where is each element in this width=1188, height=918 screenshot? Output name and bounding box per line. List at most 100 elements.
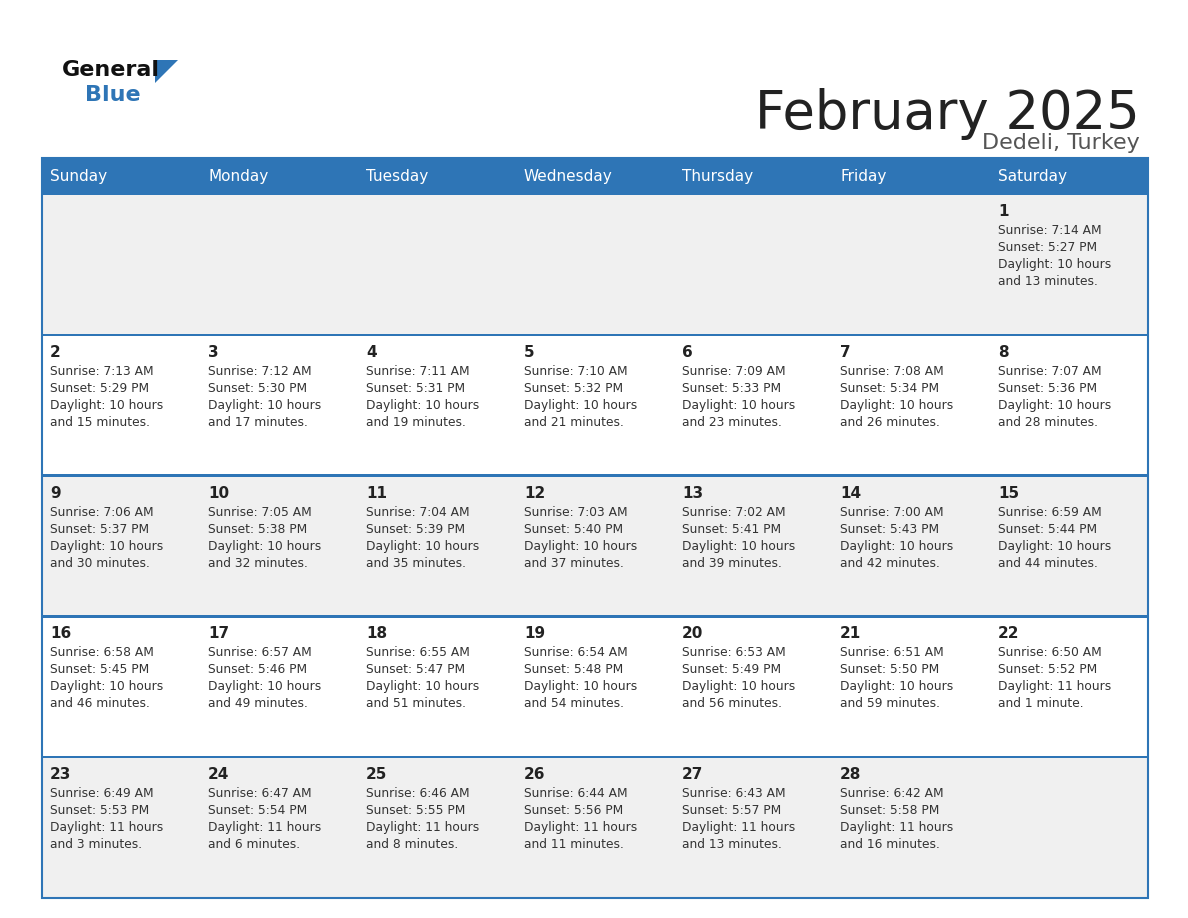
Text: Daylight: 11 hours: Daylight: 11 hours: [998, 680, 1111, 693]
Text: 2: 2: [50, 345, 61, 360]
Text: and 49 minutes.: and 49 minutes.: [208, 698, 308, 711]
Text: Sunrise: 7:05 AM: Sunrise: 7:05 AM: [208, 506, 311, 519]
Text: 27: 27: [682, 767, 703, 782]
Text: Daylight: 10 hours: Daylight: 10 hours: [998, 540, 1111, 553]
Text: 21: 21: [840, 626, 861, 642]
Text: Daylight: 10 hours: Daylight: 10 hours: [524, 540, 637, 553]
Text: Daylight: 10 hours: Daylight: 10 hours: [50, 398, 163, 412]
Text: Daylight: 10 hours: Daylight: 10 hours: [682, 680, 795, 693]
Text: General: General: [62, 60, 160, 80]
Bar: [42, 616, 1148, 757]
Text: Daylight: 10 hours: Daylight: 10 hours: [208, 540, 321, 553]
Text: Sunrise: 7:11 AM: Sunrise: 7:11 AM: [366, 364, 469, 378]
Text: Sunrise: 7:14 AM: Sunrise: 7:14 AM: [998, 224, 1101, 237]
Text: and 23 minutes.: and 23 minutes.: [682, 416, 782, 429]
Text: 18: 18: [366, 626, 387, 642]
Bar: [516, 158, 674, 194]
Text: Sunset: 5:43 PM: Sunset: 5:43 PM: [840, 522, 940, 535]
Text: Daylight: 11 hours: Daylight: 11 hours: [50, 822, 163, 834]
Text: and 42 minutes.: and 42 minutes.: [840, 556, 940, 569]
Text: 8: 8: [998, 345, 1009, 360]
Text: Sunset: 5:33 PM: Sunset: 5:33 PM: [682, 382, 782, 395]
Text: and 46 minutes.: and 46 minutes.: [50, 698, 150, 711]
Text: and 54 minutes.: and 54 minutes.: [524, 698, 624, 711]
Text: Daylight: 10 hours: Daylight: 10 hours: [50, 680, 163, 693]
Text: 9: 9: [50, 486, 61, 500]
Text: Sunset: 5:47 PM: Sunset: 5:47 PM: [366, 664, 466, 677]
Text: Sunset: 5:37 PM: Sunset: 5:37 PM: [50, 522, 150, 535]
Bar: [42, 333, 1148, 336]
Text: Sunset: 5:54 PM: Sunset: 5:54 PM: [208, 804, 308, 817]
Text: and 39 minutes.: and 39 minutes.: [682, 556, 782, 569]
Text: Daylight: 10 hours: Daylight: 10 hours: [524, 680, 637, 693]
Text: Blue: Blue: [86, 85, 140, 105]
Text: Sunset: 5:56 PM: Sunset: 5:56 PM: [524, 804, 624, 817]
Text: Daylight: 10 hours: Daylight: 10 hours: [840, 540, 953, 553]
Bar: [42, 194, 1148, 335]
Text: Sunrise: 6:46 AM: Sunrise: 6:46 AM: [366, 788, 469, 800]
Text: Daylight: 10 hours: Daylight: 10 hours: [208, 398, 321, 412]
Bar: [42, 158, 200, 194]
Text: Sunrise: 6:44 AM: Sunrise: 6:44 AM: [524, 788, 627, 800]
Text: and 56 minutes.: and 56 minutes.: [682, 698, 782, 711]
Text: 11: 11: [366, 486, 387, 500]
Text: 7: 7: [840, 345, 851, 360]
Text: Sunset: 5:31 PM: Sunset: 5:31 PM: [366, 382, 466, 395]
Text: Sunset: 5:34 PM: Sunset: 5:34 PM: [840, 382, 940, 395]
Text: Sunrise: 6:43 AM: Sunrise: 6:43 AM: [682, 788, 785, 800]
Text: and 51 minutes.: and 51 minutes.: [366, 698, 466, 711]
Text: Sunset: 5:58 PM: Sunset: 5:58 PM: [840, 804, 940, 817]
Text: Friday: Friday: [840, 169, 886, 184]
Bar: [42, 756, 1148, 758]
Text: Sunrise: 6:58 AM: Sunrise: 6:58 AM: [50, 646, 154, 659]
Text: 20: 20: [682, 626, 703, 642]
Text: Daylight: 10 hours: Daylight: 10 hours: [524, 398, 637, 412]
Text: Daylight: 10 hours: Daylight: 10 hours: [840, 398, 953, 412]
Bar: [42, 335, 1148, 476]
Text: Tuesday: Tuesday: [366, 169, 428, 184]
Text: and 13 minutes.: and 13 minutes.: [998, 275, 1098, 288]
Text: Sunset: 5:41 PM: Sunset: 5:41 PM: [682, 522, 782, 535]
Text: Daylight: 10 hours: Daylight: 10 hours: [998, 258, 1111, 271]
Bar: [42, 475, 1148, 476]
Polygon shape: [154, 60, 178, 83]
Text: 14: 14: [840, 486, 861, 500]
Text: 6: 6: [682, 345, 693, 360]
Text: Sunset: 5:53 PM: Sunset: 5:53 PM: [50, 804, 150, 817]
Text: and 8 minutes.: and 8 minutes.: [366, 838, 459, 851]
Text: Sunrise: 6:55 AM: Sunrise: 6:55 AM: [366, 646, 470, 659]
Text: and 26 minutes.: and 26 minutes.: [840, 416, 940, 429]
Text: Sunrise: 6:47 AM: Sunrise: 6:47 AM: [208, 788, 311, 800]
Text: Daylight: 10 hours: Daylight: 10 hours: [50, 540, 163, 553]
Text: Daylight: 10 hours: Daylight: 10 hours: [840, 680, 953, 693]
Text: 5: 5: [524, 345, 535, 360]
Text: Sunset: 5:44 PM: Sunset: 5:44 PM: [998, 522, 1098, 535]
Text: and 44 minutes.: and 44 minutes.: [998, 556, 1098, 569]
Text: and 32 minutes.: and 32 minutes.: [208, 556, 308, 569]
Text: Daylight: 10 hours: Daylight: 10 hours: [682, 540, 795, 553]
Text: and 37 minutes.: and 37 minutes.: [524, 556, 624, 569]
Text: Sunset: 5:50 PM: Sunset: 5:50 PM: [840, 664, 940, 677]
Text: Daylight: 10 hours: Daylight: 10 hours: [366, 540, 479, 553]
Text: Sunrise: 7:12 AM: Sunrise: 7:12 AM: [208, 364, 311, 378]
Text: Sunset: 5:55 PM: Sunset: 5:55 PM: [366, 804, 466, 817]
Text: Daylight: 10 hours: Daylight: 10 hours: [682, 398, 795, 412]
Text: and 28 minutes.: and 28 minutes.: [998, 416, 1098, 429]
Text: Sunset: 5:45 PM: Sunset: 5:45 PM: [50, 664, 150, 677]
Text: Sunrise: 6:50 AM: Sunrise: 6:50 AM: [998, 646, 1101, 659]
Text: Sunrise: 6:49 AM: Sunrise: 6:49 AM: [50, 788, 153, 800]
Text: Sunset: 5:57 PM: Sunset: 5:57 PM: [682, 804, 782, 817]
Text: 28: 28: [840, 767, 861, 782]
Text: Daylight: 11 hours: Daylight: 11 hours: [840, 822, 953, 834]
Text: and 3 minutes.: and 3 minutes.: [50, 838, 143, 851]
Text: 17: 17: [208, 626, 229, 642]
Text: and 19 minutes.: and 19 minutes.: [366, 416, 466, 429]
Text: and 59 minutes.: and 59 minutes.: [840, 698, 940, 711]
Bar: [832, 158, 990, 194]
Text: Sunrise: 7:08 AM: Sunrise: 7:08 AM: [840, 364, 943, 378]
Text: Sunset: 5:39 PM: Sunset: 5:39 PM: [366, 522, 466, 535]
Text: Monday: Monday: [208, 169, 268, 184]
Text: Sunrise: 7:02 AM: Sunrise: 7:02 AM: [682, 506, 785, 519]
Text: and 17 minutes.: and 17 minutes.: [208, 416, 308, 429]
Text: Wednesday: Wednesday: [524, 169, 613, 184]
